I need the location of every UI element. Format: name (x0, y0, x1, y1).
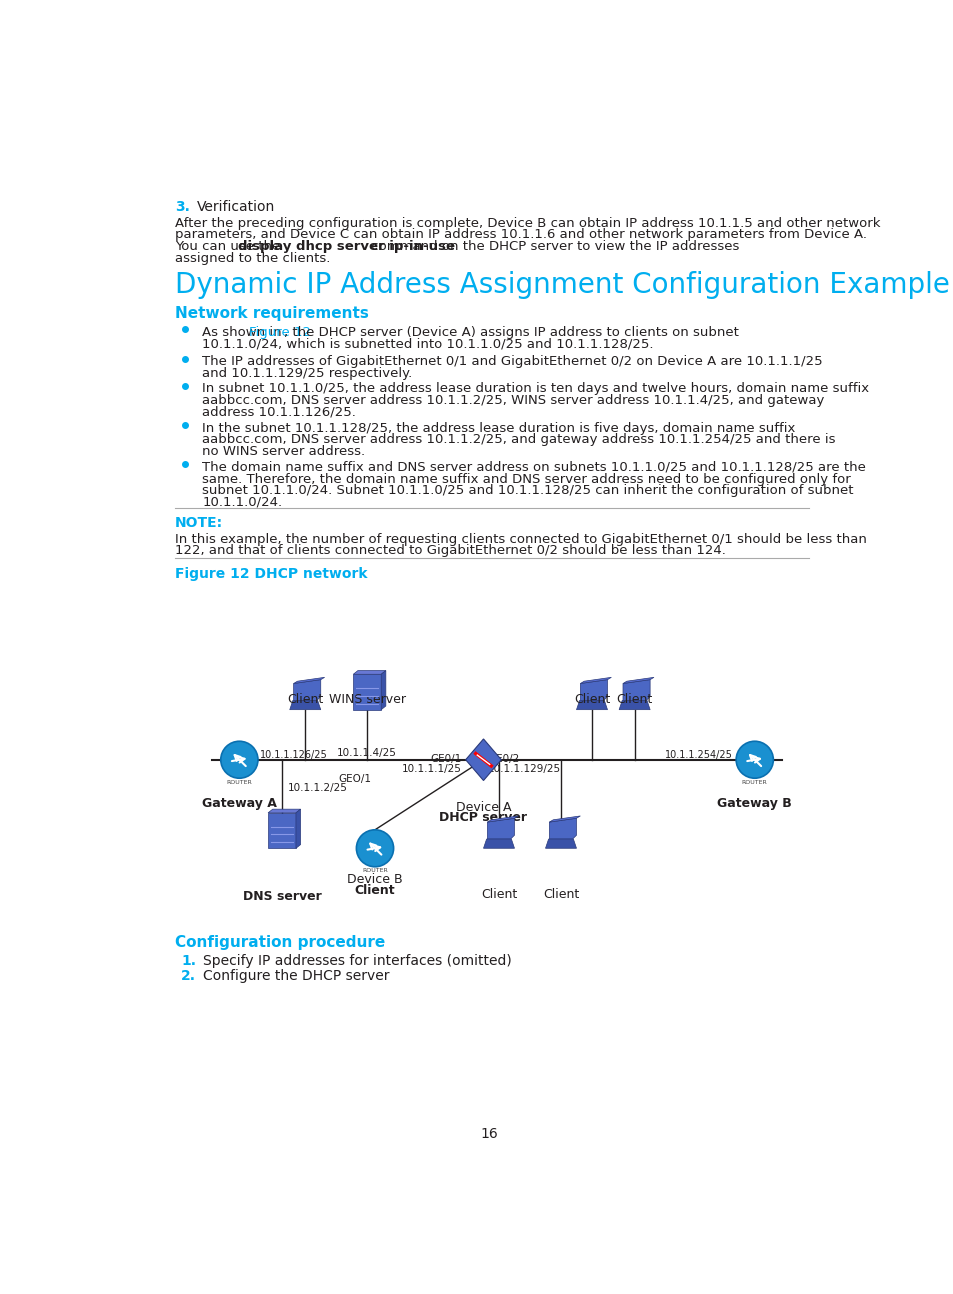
Text: 122, and that of clients connected to GigabitEthernet 0/2 should be less than 12: 122, and that of clients connected to Gi… (174, 545, 725, 558)
Text: NOTE:: NOTE: (174, 515, 223, 529)
Polygon shape (622, 677, 654, 683)
Text: Client: Client (574, 692, 610, 705)
Text: Configuration procedure: Configuration procedure (174, 936, 385, 950)
Text: Figure 12 DHCP network: Figure 12 DHCP network (174, 567, 367, 581)
Polygon shape (618, 700, 649, 709)
Polygon shape (353, 670, 385, 674)
Circle shape (356, 829, 394, 867)
Text: Verification: Verification (196, 201, 274, 214)
Polygon shape (487, 818, 514, 839)
Polygon shape (290, 700, 320, 709)
Text: 10.1.1.0/24.: 10.1.1.0/24. (202, 496, 282, 509)
Text: display dhcp server ip-in-use: display dhcp server ip-in-use (237, 239, 455, 254)
Text: WINS server: WINS server (329, 692, 405, 705)
Polygon shape (268, 813, 295, 849)
Text: GEO/1: GEO/1 (337, 774, 371, 784)
Text: 10.1.1.126/25: 10.1.1.126/25 (259, 751, 327, 760)
Text: 10.1.1.0/24, which is subnetted into 10.1.1.0/25 and 10.1.1.128/25.: 10.1.1.0/24, which is subnetted into 10.… (202, 338, 653, 351)
Polygon shape (579, 677, 611, 683)
Text: same. Therefore, the domain name suffix and DNS server address need to be config: same. Therefore, the domain name suffix … (202, 472, 850, 485)
Circle shape (220, 741, 257, 778)
Text: address 10.1.1.126/25.: address 10.1.1.126/25. (202, 405, 355, 418)
Text: DNS server: DNS server (242, 890, 321, 903)
Text: As shown in: As shown in (202, 326, 286, 339)
Text: 10.1.1.1/25: 10.1.1.1/25 (401, 765, 461, 774)
Polygon shape (353, 674, 381, 709)
Text: aabbcc.com, DNS server address 10.1.1.2/25, and gateway address 10.1.1.254/25 an: aabbcc.com, DNS server address 10.1.1.2/… (202, 433, 835, 446)
Polygon shape (295, 809, 300, 849)
Text: Client: Client (287, 692, 323, 705)
Text: Device A: Device A (456, 801, 511, 814)
Text: and 10.1.1.129/25 respectively.: and 10.1.1.129/25 respectively. (202, 367, 412, 380)
Text: ROUTER: ROUTER (362, 868, 388, 873)
Text: GE0/2: GE0/2 (488, 753, 518, 763)
Text: 1.: 1. (181, 954, 196, 968)
Text: ROUTER: ROUTER (226, 780, 252, 784)
Text: no WINS server address.: no WINS server address. (202, 445, 365, 458)
Text: After the preceding configuration is complete, Device B can obtain IP address 10: After the preceding configuration is com… (174, 217, 880, 230)
Text: Configure the DHCP server: Configure the DHCP server (203, 969, 389, 983)
Text: You can use the: You can use the (174, 239, 284, 254)
Polygon shape (381, 670, 385, 709)
Text: 10.1.1.129/25: 10.1.1.129/25 (488, 765, 560, 774)
Text: In this example, the number of requesting clients connected to GigabitEthernet 0: In this example, the number of requestin… (174, 533, 866, 546)
Text: Client: Client (480, 888, 517, 902)
Text: 10.1.1.4/25: 10.1.1.4/25 (337, 748, 396, 758)
Polygon shape (576, 700, 607, 709)
Text: Client: Client (542, 888, 578, 902)
Text: assigned to the clients.: assigned to the clients. (174, 251, 330, 264)
Polygon shape (483, 839, 514, 849)
Text: In the subnet 10.1.1.128/25, the address lease duration is five days, domain nam: In the subnet 10.1.1.128/25, the address… (202, 422, 795, 435)
Text: GE0/1: GE0/1 (430, 753, 461, 763)
Text: DHCP server: DHCP server (439, 811, 527, 824)
Text: Device B: Device B (347, 873, 402, 886)
Text: parameters, and Device C can obtain IP address 10.1.1.6 and other network parame: parameters, and Device C can obtain IP a… (174, 229, 866, 242)
Text: Dynamic IP Address Assignment Configuration Example: Dynamic IP Address Assignment Configurat… (174, 270, 949, 299)
Polygon shape (549, 817, 579, 822)
Polygon shape (545, 839, 576, 849)
Text: Client: Client (355, 884, 395, 897)
Polygon shape (622, 679, 649, 700)
Text: 16: 16 (479, 1127, 497, 1141)
Polygon shape (294, 677, 324, 683)
Text: Gateway A: Gateway A (202, 797, 276, 810)
Text: aabbcc.com, DNS server address 10.1.1.2/25, WINS server address 10.1.1.4/25, and: aabbcc.com, DNS server address 10.1.1.2/… (202, 393, 823, 408)
Polygon shape (549, 818, 576, 839)
Text: Network requirements: Network requirements (174, 307, 369, 321)
Text: , the DHCP server (Device A) assigns IP address to clients on subnet: , the DHCP server (Device A) assigns IP … (284, 326, 739, 339)
Text: 10.1.1.2/25: 10.1.1.2/25 (288, 783, 348, 793)
Text: Client: Client (616, 692, 652, 705)
Text: Gateway B: Gateway B (717, 797, 791, 810)
Polygon shape (487, 817, 517, 822)
Polygon shape (579, 679, 607, 700)
Text: The domain name suffix and DNS server address on subnets 10.1.1.0/25 and 10.1.1.: The domain name suffix and DNS server ad… (202, 461, 865, 474)
Text: Specify IP addresses for interfaces (omitted): Specify IP addresses for interfaces (omi… (203, 954, 511, 968)
Text: ROUTER: ROUTER (741, 780, 767, 784)
Polygon shape (268, 809, 300, 813)
Text: The IP addresses of GigabitEthernet 0/1 and GigabitEthernet 0/2 on Device A are : The IP addresses of GigabitEthernet 0/1 … (202, 356, 821, 369)
Text: 3.: 3. (174, 201, 190, 214)
Text: command on the DHCP server to view the IP addresses: command on the DHCP server to view the I… (367, 239, 739, 254)
Circle shape (736, 741, 773, 778)
Text: 10.1.1.254/25: 10.1.1.254/25 (664, 751, 732, 760)
Text: 2.: 2. (181, 969, 196, 983)
Text: Figure 12: Figure 12 (249, 326, 311, 339)
Text: In subnet 10.1.1.0/25, the address lease duration is ten days and twelve hours, : In subnet 10.1.1.0/25, the address lease… (202, 383, 868, 396)
Polygon shape (294, 679, 320, 700)
Text: subnet 10.1.1.0/24. Subnet 10.1.1.0/25 and 10.1.1.128/25 can inherit the configu: subnet 10.1.1.0/24. Subnet 10.1.1.0/25 a… (202, 484, 853, 497)
Polygon shape (465, 739, 500, 780)
